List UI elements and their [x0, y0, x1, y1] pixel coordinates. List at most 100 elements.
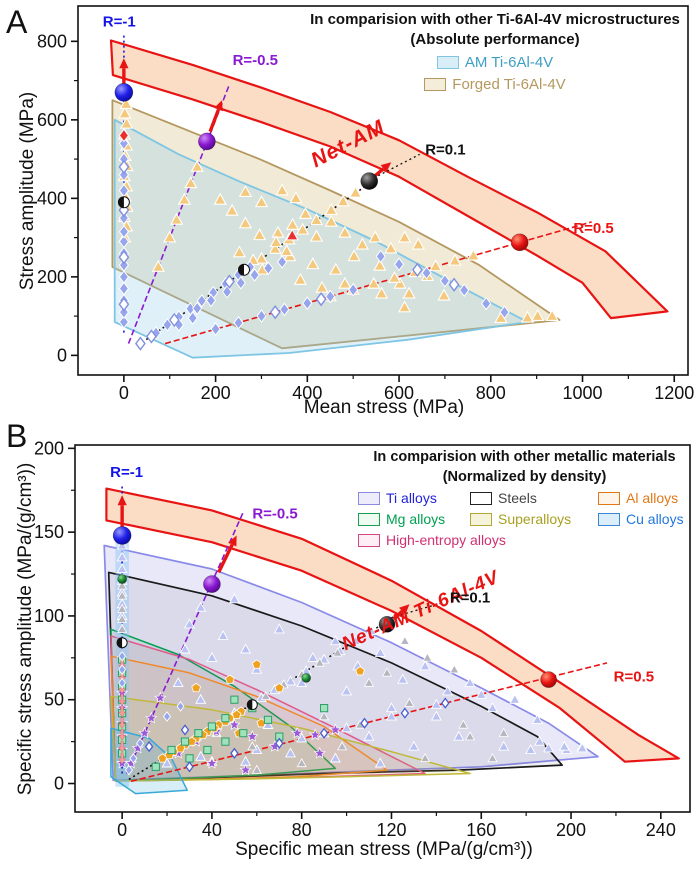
sq-marker — [221, 714, 230, 723]
tri-marker — [475, 688, 487, 699]
tri-marker — [404, 697, 415, 707]
tri-marker — [411, 237, 425, 250]
plot-area: Net-AM — [109, 34, 669, 359]
tri-marker — [374, 646, 386, 657]
sq-marker — [263, 715, 273, 724]
green-sphere-marker — [301, 673, 311, 683]
dia-marker — [118, 128, 130, 143]
dia-marker — [162, 317, 173, 332]
legend-items: AM Ti-6Al-4V Forged Ti-6Al-4V — [295, 53, 695, 96]
tri-marker — [116, 551, 128, 562]
panel-a-y-axis-label: Stress amplitude (MPa) — [17, 91, 38, 291]
y-tick-label: 50 — [44, 690, 64, 710]
dia-marker — [235, 275, 246, 290]
legend-item-label: Mg alloys — [386, 511, 446, 528]
tri-marker — [262, 718, 274, 729]
purple-sphere-marker — [203, 575, 221, 593]
dia-marker — [180, 724, 190, 736]
legend-subtitle: (Absolute performance) — [410, 31, 580, 49]
tri-marker — [314, 657, 325, 667]
dia-marker — [205, 293, 217, 308]
r-arrow-shaft — [392, 609, 404, 621]
tri-marker — [381, 667, 393, 677]
tri-marker — [117, 623, 128, 634]
tri-marker — [520, 310, 535, 323]
legend-items: Ti alloys Steels Al alloys Mg alloys Superal… — [352, 489, 697, 550]
tri-marker — [161, 757, 173, 768]
legend-swatch — [424, 78, 447, 92]
dia-marker — [233, 315, 244, 330]
legend-item-am-ti-6al-4v: AM Ti-6Al-4V — [436, 53, 554, 73]
legend-item-label: Superalloys — [498, 511, 572, 528]
r-arrow-head — [380, 162, 392, 173]
series-gray-triangles — [117, 580, 509, 774]
legend-item-label: AM Ti-6Al-4V — [464, 53, 554, 71]
tri-marker — [374, 286, 389, 299]
tri-marker — [350, 635, 362, 646]
tri-marker — [543, 742, 555, 753]
dia-marker — [118, 211, 130, 225]
tri-marker — [268, 241, 282, 254]
r-label-r=-0.5: R=-0.5 — [252, 506, 297, 523]
tri-marker — [509, 693, 521, 704]
sq-marker — [275, 732, 284, 741]
tri-marker — [466, 248, 481, 261]
y-tick-label: 200 — [37, 267, 67, 287]
tri-marker — [151, 259, 165, 272]
star-marker — [313, 746, 326, 759]
dia-marker — [136, 737, 145, 749]
tri-marker — [298, 206, 313, 219]
x-tick-label: 0 — [117, 820, 127, 840]
series-half-circles — [116, 637, 258, 711]
plot-area: Net-AM Ti-6Al-4V — [103, 485, 680, 795]
tri-marker — [117, 603, 128, 613]
tri-marker — [329, 262, 343, 275]
tri-marker — [385, 710, 398, 721]
dia-marker — [124, 764, 133, 776]
half-circle-marker — [238, 263, 250, 276]
dia-marker — [146, 329, 157, 344]
legend-swatch — [470, 512, 492, 526]
legend-row: Ti alloys Steels Al alloys — [352, 489, 697, 508]
band-net-am-ti64 — [105, 487, 680, 763]
dia-marker — [144, 740, 154, 753]
tri-marker — [393, 276, 407, 289]
star-marker — [228, 718, 241, 731]
dia-marker — [302, 296, 313, 311]
legend-swatch — [436, 56, 459, 70]
dia-marker — [187, 311, 198, 325]
tri-marker — [558, 740, 570, 751]
tri-marker — [254, 195, 269, 208]
tri-marker — [195, 750, 207, 761]
y-tick-label: 600 — [37, 110, 67, 130]
tri-marker — [309, 213, 324, 226]
r-line-r=-0.5 — [127, 84, 231, 344]
r-label-r=0.1: R=0.1 — [450, 590, 490, 607]
half-circle-marker — [246, 699, 258, 711]
legend-row: AM Ti-6Al-4V — [295, 53, 695, 73]
dia-marker — [118, 297, 130, 312]
black-sphere-marker — [360, 172, 379, 190]
legend-swatch — [598, 512, 620, 526]
tri-marker — [429, 259, 443, 272]
series-red-triangle — [285, 228, 299, 241]
legend-item-label: Cu alloys — [626, 511, 684, 528]
x-tick-label: 40 — [202, 820, 222, 840]
tri-marker — [338, 225, 352, 238]
dia-marker — [348, 282, 359, 297]
dia-marker — [118, 159, 130, 175]
tri-marker — [293, 272, 308, 285]
tri-marker — [384, 241, 398, 254]
sq-marker — [180, 737, 190, 746]
arrowdown-marker — [118, 752, 126, 765]
x-tick-label: 800 — [476, 383, 506, 403]
pent-marker — [274, 682, 285, 693]
tri-marker — [458, 719, 469, 729]
tri-marker — [284, 675, 297, 686]
dia-marker — [256, 309, 267, 323]
dia-marker — [118, 664, 127, 675]
x-tick-label: 120 — [376, 820, 406, 840]
star-marker — [205, 756, 218, 769]
tri-marker — [307, 651, 319, 662]
tri-marker — [453, 730, 465, 741]
